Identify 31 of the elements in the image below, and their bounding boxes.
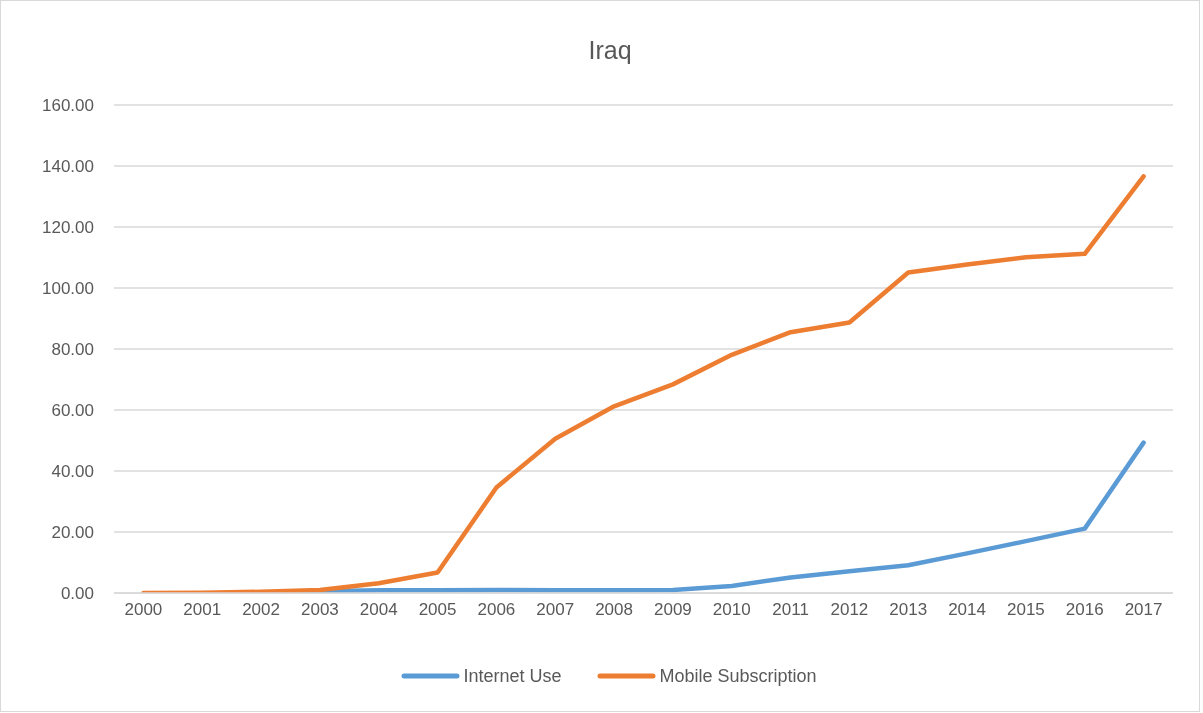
chart-title: Iraq xyxy=(587,35,633,65)
x-tick-label: 2009 xyxy=(654,600,692,620)
legend-label: Internet Use xyxy=(463,665,562,688)
y-tick-label: 100.00 xyxy=(42,279,94,299)
x-tick-label: 2014 xyxy=(948,600,986,620)
y-tick-label: 120.00 xyxy=(42,218,94,238)
x-tick-label: 2001 xyxy=(183,600,222,620)
legend-label: Mobile Subscription xyxy=(659,665,817,688)
x-tick-label: 2015 xyxy=(1007,600,1045,620)
x-tick-label: 2012 xyxy=(830,600,869,620)
y-tick-label: 160.00 xyxy=(42,96,94,116)
x-tick-label: 2017 xyxy=(1124,600,1163,620)
x-tick-label: 2008 xyxy=(595,600,633,620)
x-tick-label: 2013 xyxy=(889,600,928,620)
x-tick-label: 2011 xyxy=(772,600,809,620)
x-tick-label: 2005 xyxy=(418,600,457,620)
x-tick-label: 2003 xyxy=(301,600,339,620)
x-tick-label: 2006 xyxy=(477,600,516,620)
y-tick-label: 0.00 xyxy=(60,584,94,604)
line-series xyxy=(141,174,1146,593)
y-tick-label: 80.00 xyxy=(51,340,94,360)
x-tick-label: 2000 xyxy=(124,600,163,620)
x-tick-label: 2007 xyxy=(536,600,575,620)
y-tick-label: 20.00 xyxy=(51,523,94,543)
x-tick-label: 2016 xyxy=(1065,600,1104,620)
y-tick-label: 60.00 xyxy=(51,401,94,421)
x-tick-label: 2002 xyxy=(242,600,280,620)
x-tick-label: 2010 xyxy=(712,600,751,620)
y-tick-label: 40.00 xyxy=(51,462,94,482)
y-tick-label: 140.00 xyxy=(42,157,94,177)
x-tick-label: 2004 xyxy=(359,600,398,620)
